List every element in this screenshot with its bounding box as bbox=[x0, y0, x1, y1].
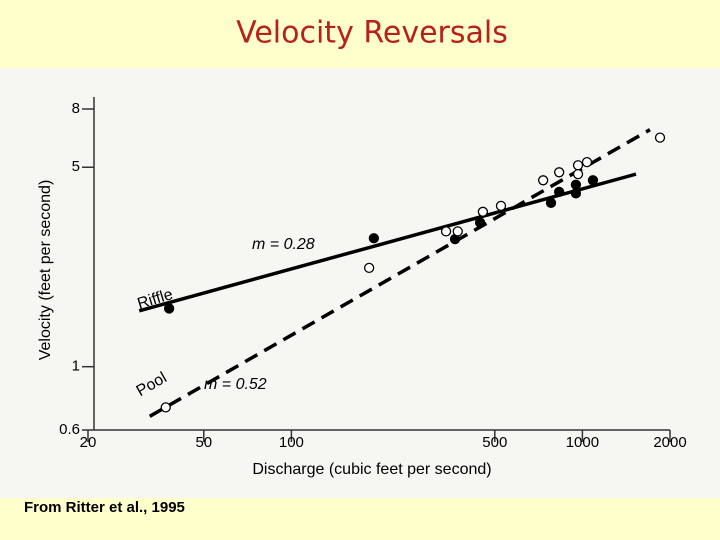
data-point bbox=[554, 167, 565, 178]
data-point bbox=[537, 175, 549, 186]
data-point bbox=[163, 303, 175, 314]
data-point bbox=[440, 226, 452, 237]
x-tick-label: 100 bbox=[279, 434, 304, 451]
data-point bbox=[572, 168, 584, 180]
y-tick-label: 1 bbox=[72, 358, 80, 375]
data-point bbox=[363, 262, 375, 274]
data-point bbox=[495, 200, 507, 212]
data-point bbox=[368, 233, 379, 244]
data-point bbox=[587, 175, 599, 186]
x-tick-label: 1000 bbox=[566, 434, 599, 451]
fit-line bbox=[138, 172, 637, 313]
source-note: From Ritter et al., 1995 bbox=[24, 499, 185, 516]
x-tick-label: 20 bbox=[80, 434, 97, 451]
x-tick-label: 500 bbox=[482, 434, 507, 451]
chart-title: Velocity Reversals bbox=[236, 16, 508, 51]
fit-line bbox=[148, 128, 651, 418]
data-point bbox=[654, 132, 666, 143]
data-point bbox=[477, 206, 489, 217]
y-tick-label: 8 bbox=[72, 100, 80, 117]
data-point bbox=[452, 226, 463, 237]
data-point bbox=[554, 186, 565, 197]
data-point bbox=[572, 160, 584, 171]
y-tick-label: 5 bbox=[72, 158, 80, 175]
data-point bbox=[160, 402, 171, 413]
slope-label: m = 0.52 bbox=[204, 376, 267, 393]
x-tick-label: 2000 bbox=[653, 434, 686, 451]
figure-background bbox=[0, 68, 720, 498]
data-point bbox=[570, 188, 582, 199]
y-tick-label: 0.6 bbox=[59, 421, 80, 438]
slope-label: m = 0.28 bbox=[252, 236, 315, 253]
data-point bbox=[581, 156, 593, 168]
data-point bbox=[545, 197, 557, 209]
data-point bbox=[570, 179, 582, 190]
x-axis-label: Discharge (cubic feet per second) bbox=[252, 461, 491, 478]
x-tick-label: 50 bbox=[195, 434, 212, 451]
y-axis-label: Velocity (feet per second) bbox=[37, 180, 54, 361]
